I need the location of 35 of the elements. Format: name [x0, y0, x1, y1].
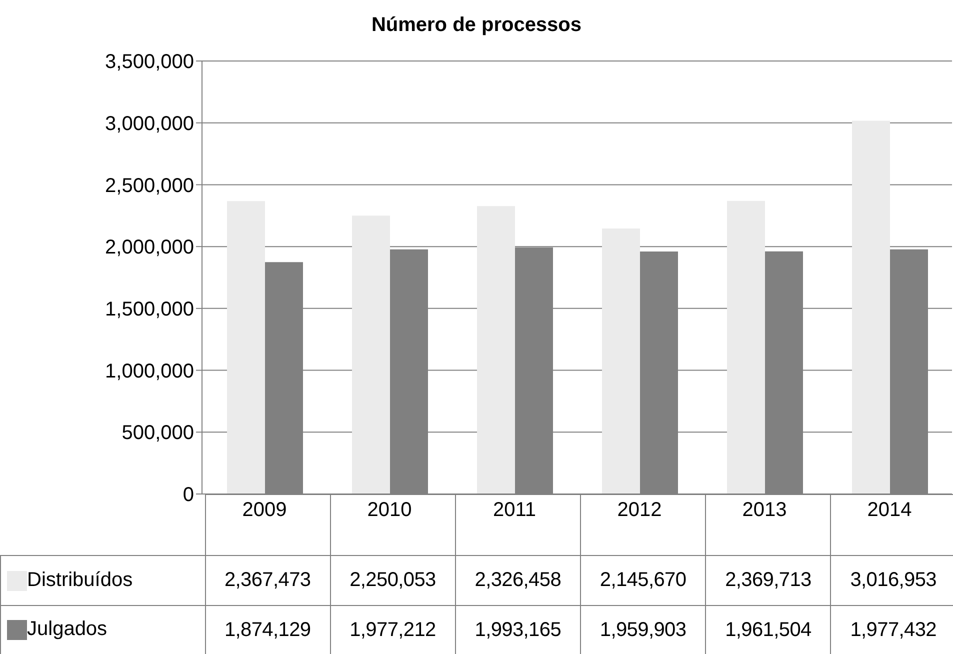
bar: [227, 201, 265, 494]
x-tick-label: 2013: [742, 499, 787, 522]
data-label: 1,961,504: [706, 606, 831, 654]
bar: [602, 228, 640, 494]
data-label: 1,977,432: [830, 606, 953, 654]
chart-title: Número de processos: [370, 14, 583, 37]
y-tick-label: 3,000,000: [105, 112, 194, 135]
x-tick-label: 2010: [367, 499, 412, 522]
data-label: 3,016,953: [830, 556, 953, 606]
bar: [477, 206, 515, 494]
x-tick-label: 2009: [242, 499, 287, 522]
x-tick-label: 2012: [617, 499, 662, 522]
legend-label: Distribuídos: [27, 569, 133, 592]
data-label: 2,250,053: [330, 556, 456, 606]
data-label: 1,977,212: [330, 606, 456, 654]
y-tick-label: 2,000,000: [105, 236, 194, 259]
y-tick-label: 1,000,000: [105, 360, 194, 382]
data-label: 2,369,713: [706, 556, 831, 606]
data-label: 2,145,670: [580, 556, 706, 606]
y-tick-label: 2,500,000: [105, 174, 194, 197]
data-label: 2,367,473: [205, 556, 330, 606]
data-label: 2,326,458: [455, 556, 580, 606]
legend-label: Julgados: [27, 618, 108, 641]
bar: [727, 200, 765, 494]
data-label: 1,959,903: [580, 606, 706, 654]
bar: [852, 120, 890, 494]
data-label: 1,993,165: [455, 606, 580, 654]
x-tick-label: 2011: [492, 499, 536, 522]
y-tick-label: 0: [182, 484, 194, 506]
y-tick-label: 3,500,000: [105, 51, 194, 74]
y-tick-label: 500,000: [122, 422, 194, 444]
bar: [352, 216, 390, 494]
x-tick-label: 2014: [867, 499, 912, 522]
y-tick-label: 1,500,000: [105, 298, 194, 321]
data-label: 1,874,129: [205, 606, 330, 654]
